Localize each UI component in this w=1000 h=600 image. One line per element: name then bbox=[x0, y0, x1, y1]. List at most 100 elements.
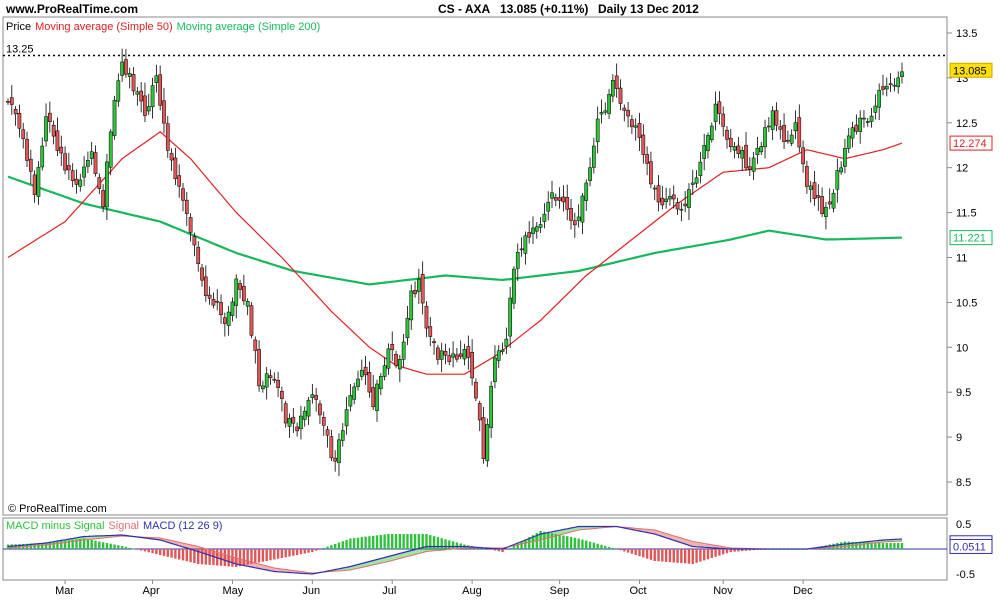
candle bbox=[580, 193, 585, 235]
macd-hist-bar bbox=[41, 543, 44, 549]
candle bbox=[721, 106, 726, 137]
candle-body bbox=[538, 224, 543, 228]
candle-body bbox=[489, 386, 493, 428]
candle-body bbox=[242, 285, 246, 302]
macd-hist-bar bbox=[847, 541, 850, 549]
macd-hist-bar bbox=[604, 545, 607, 549]
candle-body bbox=[527, 232, 532, 238]
macd-hist-bar bbox=[527, 537, 531, 549]
macd-hist-bar bbox=[482, 548, 485, 550]
candle-body bbox=[70, 170, 75, 181]
ma200-layer bbox=[7, 175, 902, 286]
macd-hist-bar bbox=[71, 539, 74, 549]
candle-body bbox=[405, 317, 410, 338]
macd-hist-bar bbox=[60, 541, 63, 549]
candle-body bbox=[394, 353, 398, 366]
macd-cloud bbox=[407, 550, 412, 557]
macd-hist-bar bbox=[661, 549, 664, 562]
macd-cloud bbox=[205, 548, 210, 556]
macd-hist-bar bbox=[208, 549, 211, 565]
macd-cloud bbox=[700, 542, 705, 548]
candle-body bbox=[28, 158, 33, 172]
macd-hist-bar bbox=[866, 542, 869, 549]
candle bbox=[25, 131, 29, 168]
candle-body bbox=[272, 378, 277, 381]
macd-cloud bbox=[217, 552, 222, 559]
macd-hist-bar bbox=[839, 542, 843, 549]
site-label[interactable]: www.ProRealTime.com bbox=[6, 2, 139, 16]
macd-hist-bar bbox=[630, 549, 634, 554]
macd-hist-bar bbox=[524, 539, 527, 549]
candle bbox=[59, 135, 64, 166]
macd-hist-bar bbox=[383, 534, 386, 549]
candle bbox=[272, 372, 277, 384]
candle-body bbox=[245, 300, 250, 307]
candle bbox=[420, 261, 425, 315]
candle bbox=[858, 110, 863, 144]
last-price-label-box bbox=[949, 62, 993, 78]
candle-body bbox=[420, 274, 425, 304]
macd-hist-bar bbox=[219, 549, 223, 566]
candle-body bbox=[458, 353, 463, 357]
candle bbox=[249, 302, 254, 339]
macd-hist-bar bbox=[18, 544, 21, 549]
macd-cloud bbox=[548, 531, 553, 538]
candle-body bbox=[862, 117, 866, 120]
legend-macd: MACD minus Signal Signal MACD (12 26 9) bbox=[6, 520, 222, 532]
candle-body bbox=[162, 100, 166, 124]
candle-body bbox=[603, 110, 608, 113]
candle-body bbox=[622, 107, 627, 111]
candle-body bbox=[97, 177, 102, 189]
candle bbox=[181, 182, 185, 212]
candle-body bbox=[188, 217, 193, 233]
candle bbox=[283, 400, 288, 428]
candle-body bbox=[203, 276, 208, 296]
candle-body bbox=[846, 135, 851, 149]
macd-hist-bar bbox=[406, 534, 409, 549]
candle-body bbox=[515, 252, 520, 269]
candle bbox=[192, 232, 197, 257]
candle-body bbox=[124, 59, 128, 75]
ma50-last-label: 12.274 bbox=[953, 138, 987, 150]
macd-hist-bar bbox=[600, 544, 603, 549]
macd-hist-bar bbox=[352, 538, 356, 549]
candle-body bbox=[451, 353, 455, 358]
macd-hist-bar bbox=[177, 549, 181, 560]
candle-body bbox=[184, 199, 189, 214]
macd-hist-bar bbox=[330, 545, 333, 549]
y-tick-label: 9 bbox=[956, 432, 962, 444]
candle bbox=[131, 67, 136, 96]
candle-body bbox=[592, 145, 596, 168]
macd-hist-bar bbox=[733, 549, 736, 552]
candle bbox=[805, 160, 809, 194]
candle-body bbox=[679, 208, 684, 211]
candle-body bbox=[257, 349, 261, 387]
macd-hist-bar bbox=[573, 537, 577, 549]
candle bbox=[9, 84, 14, 115]
macd-hist-bar bbox=[398, 534, 402, 549]
macd-hist-bar bbox=[448, 540, 451, 549]
macd-hist-bar bbox=[341, 541, 344, 549]
macd-hist-bar bbox=[44, 543, 48, 549]
candle bbox=[352, 382, 357, 405]
candle bbox=[375, 379, 379, 422]
candle bbox=[436, 344, 440, 365]
macd-hist-bar bbox=[581, 539, 584, 549]
macd-hist-bar bbox=[132, 548, 135, 550]
x-tick-label: May bbox=[222, 585, 243, 597]
candle-body bbox=[652, 187, 657, 190]
macd-cloud bbox=[555, 530, 560, 536]
candle-body bbox=[337, 439, 341, 463]
candle-body bbox=[352, 386, 357, 400]
candle bbox=[55, 117, 60, 157]
candle-body bbox=[264, 373, 269, 388]
candle-body bbox=[101, 190, 105, 208]
candle-body bbox=[736, 145, 741, 155]
candle bbox=[405, 305, 410, 346]
candle bbox=[481, 406, 486, 464]
candle bbox=[470, 339, 474, 386]
macd-hist-bar bbox=[585, 540, 588, 549]
candle-body bbox=[321, 417, 326, 426]
candle-body bbox=[13, 109, 18, 115]
